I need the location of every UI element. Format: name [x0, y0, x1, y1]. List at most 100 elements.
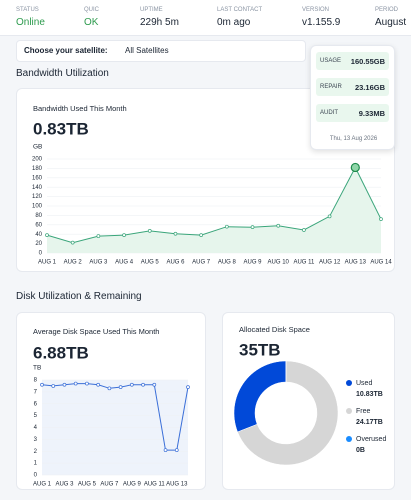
y-tick-label: 100 [32, 204, 43, 210]
point [73, 381, 78, 386]
point [107, 386, 112, 391]
tooltip-row: USAGE 160.55GB [316, 52, 389, 70]
status-label: QUIC [84, 7, 99, 13]
satellite-value[interactable]: All Satellites [125, 46, 169, 55]
tooltip-label: REPAIR [320, 84, 342, 90]
y-tick-label: 200 [32, 157, 43, 163]
point [141, 382, 145, 387]
section-heading: Bandwidth Utilization [16, 68, 109, 79]
y-tick-label: 40 [35, 232, 42, 238]
y-tick-label: 180 [32, 166, 43, 172]
tooltip-value: 23.16GB [354, 83, 385, 92]
point [40, 382, 44, 387]
chart: Allocated Disk Space 35TB Used 10.83TB Free 2… [233, 325, 386, 466]
point [45, 233, 49, 237]
y-axis-label: GB [33, 144, 42, 151]
tooltip-row: AUDIT 9.33MB [316, 104, 389, 122]
tooltip-value: 160.55GB [350, 57, 385, 66]
satellite-selector[interactable]: Choose your satellite: All Satellites [16, 40, 306, 62]
y-tick-label: 2 [34, 449, 38, 455]
status-label: LAST CONTACT [217, 7, 263, 13]
x-tick-label: AUG 1 [38, 260, 57, 266]
status-label: PERIOD [375, 7, 399, 13]
y-tick-label: 0 [39, 251, 43, 257]
point [302, 228, 306, 232]
legend-dot [346, 380, 352, 386]
status-value: v1.155.9 [302, 17, 341, 28]
status-value: Online [16, 17, 45, 28]
line [46, 166, 382, 244]
y-tick-label: 4 [34, 425, 38, 431]
legend-label: Free [356, 408, 371, 415]
x-tick-label: AUG 5 [78, 482, 97, 488]
point [152, 382, 157, 387]
legend-label: Used [356, 380, 372, 387]
point [70, 240, 75, 245]
y-tick-label: 5 [34, 413, 38, 419]
point [327, 214, 332, 219]
x-tick-label: AUG 2 [64, 260, 83, 266]
section-heading: Disk Utilization & Remaining [16, 291, 142, 302]
chart: Average Disk Space Used This Month 6.88TB… [33, 327, 190, 488]
point [129, 382, 134, 387]
point [122, 233, 126, 237]
point [62, 382, 67, 387]
y-axis-label: TB [33, 365, 41, 372]
status-value: OK [84, 17, 99, 28]
donut-segment [237, 360, 339, 466]
tooltip-row: REPAIR 23.16GB [316, 78, 389, 96]
legend-value: 0B [356, 447, 365, 454]
x-tick-label: AUG 4 [115, 260, 134, 266]
active-point [350, 162, 360, 173]
point [276, 223, 281, 228]
x-tick-label: AUG 9 [244, 260, 263, 266]
point [85, 381, 89, 386]
legend-label: Overused [356, 436, 386, 443]
status-label: UPTIME [140, 7, 163, 13]
y-tick-label: 1 [34, 461, 38, 467]
chart-total: 35TB [239, 340, 281, 359]
chart-title: Allocated Disk Space [239, 325, 310, 334]
point [250, 225, 255, 229]
point [174, 448, 179, 452]
y-tick-label: 8 [34, 378, 38, 384]
donut-segment [233, 360, 287, 433]
y-tick-label: 7 [34, 389, 38, 395]
status-label: VERSION [302, 7, 330, 13]
y-tick-label: 6 [34, 401, 38, 407]
x-tick-label: AUG 13 [345, 260, 367, 266]
y-tick-label: 20 [35, 241, 42, 247]
tooltip-value: 9.33MB [358, 109, 385, 118]
chart-title: Average Disk Space Used This Month [33, 327, 159, 336]
x-tick-label: AUG 8 [218, 260, 237, 266]
legend-value: 10.83TB [356, 391, 383, 398]
point [147, 229, 152, 233]
x-tick-label: AUG 7 [100, 482, 119, 488]
point [96, 234, 101, 238]
point [51, 384, 56, 388]
x-tick-label: AUG 11 [293, 260, 315, 266]
x-tick-label: AUG 6 [166, 260, 185, 266]
status-value: 229h 5m [140, 17, 179, 28]
y-tick-label: 60 [35, 222, 42, 228]
x-tick-label: AUG 3 [55, 482, 74, 488]
tooltip-label: AUDIT [320, 110, 338, 116]
legend-value: 24.17TB [356, 419, 383, 426]
legend-dot [346, 436, 352, 442]
y-tick-label: 3 [34, 437, 38, 443]
disk-card: Average Disk Space Used This Month 6.88TB… [16, 312, 206, 490]
x-tick-label: AUG 9 [123, 482, 142, 488]
x-tick-label: AUG 12 [319, 260, 341, 266]
line [41, 383, 189, 451]
x-tick-label: AUG 11 [144, 482, 166, 488]
point [163, 448, 168, 452]
point [199, 233, 204, 237]
x-tick-label: AUG 13 [166, 482, 188, 488]
x-tick-label: AUG 3 [89, 260, 108, 266]
x-tick-label: AUG 1 [33, 482, 52, 488]
status-bar: STATUS Online QUIC OK UPTIME 229h 5m LAST CONT… [0, 0, 411, 36]
point [96, 382, 101, 387]
area-fill [47, 167, 381, 253]
y-tick-label: 120 [32, 194, 43, 200]
